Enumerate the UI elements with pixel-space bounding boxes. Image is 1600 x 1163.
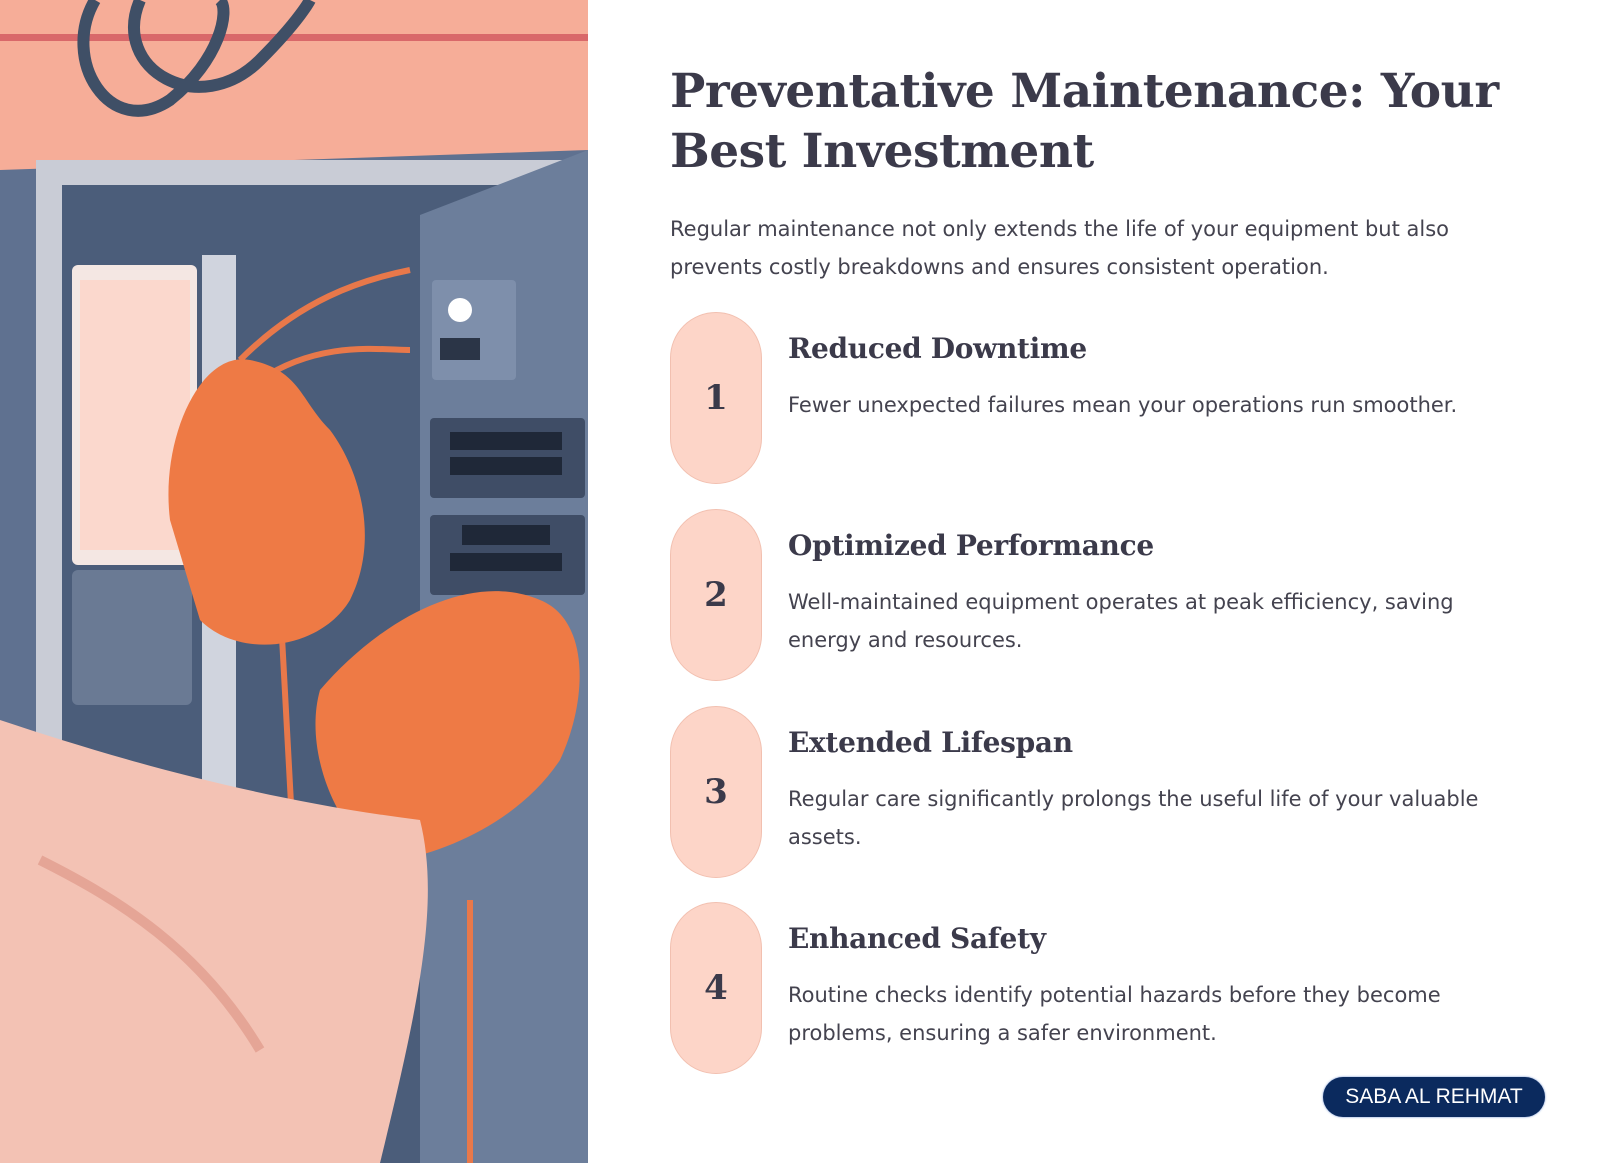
benefit-description: Routine checks identify potential hazard… (788, 983, 1441, 1045)
benefit-heading: Extended Lifespan (788, 726, 1073, 759)
benefit-description: Well-maintained equipment operates at pe… (788, 590, 1454, 652)
number-pill: 2 (670, 509, 762, 681)
benefit-description: Regular care significantly prolongs the … (788, 787, 1479, 849)
intro-paragraph: Regular maintenance not only extends the… (670, 217, 1449, 279)
benefit-description: Fewer unexpected failures mean your oper… (788, 393, 1458, 417)
benefit-item: 3 Extended Lifespan Regular care signifi… (670, 706, 1550, 880)
benefit-heading: Optimized Performance (788, 529, 1154, 562)
technician-electrical-panel-illustration (0, 0, 588, 1163)
benefit-item: 4 Enhanced Safety Routine checks identif… (670, 902, 1550, 1076)
author-badge: SABA AL REHMAT (1323, 1077, 1545, 1117)
benefit-heading: Reduced Downtime (788, 332, 1087, 365)
number-pill: 4 (670, 902, 762, 1074)
slide-title: Preventative Maintenance: Your Best Inve… (670, 64, 1499, 179)
benefit-item: 1 Reduced Downtime Fewer unexpected fail… (670, 312, 1550, 486)
number-pill: 1 (670, 312, 762, 484)
benefit-heading: Enhanced Safety (788, 922, 1046, 955)
benefit-item: 2 Optimized Performance Well-maintained … (670, 509, 1550, 683)
number-pill: 3 (670, 706, 762, 878)
